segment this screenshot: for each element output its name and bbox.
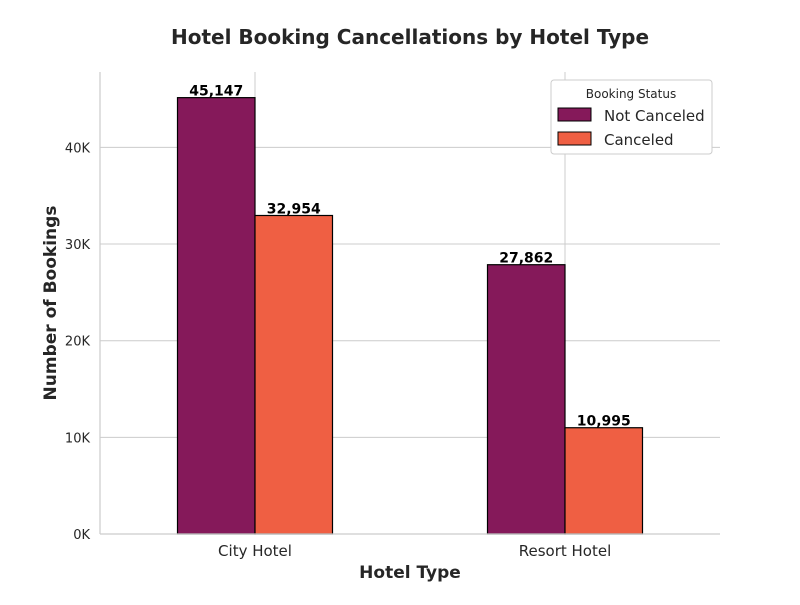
y-tick-label: 40K (65, 141, 91, 156)
legend-swatch-not-canceled (557, 107, 592, 122)
bar-canceled (564, 427, 644, 535)
y-axis-label: Number of Bookings (41, 206, 61, 401)
bar-not-canceled (486, 264, 566, 535)
y-tick-label: 30K (65, 238, 91, 253)
y-tick-label: 10K (65, 431, 91, 446)
data-label-not-canceled: 45,147 (189, 84, 243, 100)
legend-title: Booking Status (586, 87, 676, 101)
x-axis-label: Hotel Type (359, 563, 461, 583)
bar-not-canceled (176, 97, 256, 535)
legend-swatch-canceled (557, 131, 592, 146)
legend-label-canceled: Canceled (604, 131, 674, 149)
data-label-canceled: 32,954 (267, 201, 321, 217)
x-tick-label: Resort Hotel (519, 542, 612, 560)
legend: Booking Status Not Canceled Canceled (550, 79, 713, 155)
legend-label-not-canceled: Not Canceled (604, 107, 705, 125)
y-tick-label: 0K (73, 528, 90, 543)
data-label-canceled: 10,995 (577, 414, 631, 430)
axes: 0K 10K 20K 30K 40K City Hotel Resort Hotel (65, 72, 720, 560)
bars (176, 97, 644, 535)
data-label-not-canceled: 27,862 (499, 251, 553, 267)
chart-title: Hotel Booking Cancellations by Hotel Typ… (171, 25, 649, 49)
bar-canceled (254, 214, 334, 535)
x-tick-label: City Hotel (218, 542, 292, 560)
y-tick-label: 20K (65, 335, 91, 350)
data-labels: 45,147 27,862 32,954 10,995 (189, 84, 631, 430)
